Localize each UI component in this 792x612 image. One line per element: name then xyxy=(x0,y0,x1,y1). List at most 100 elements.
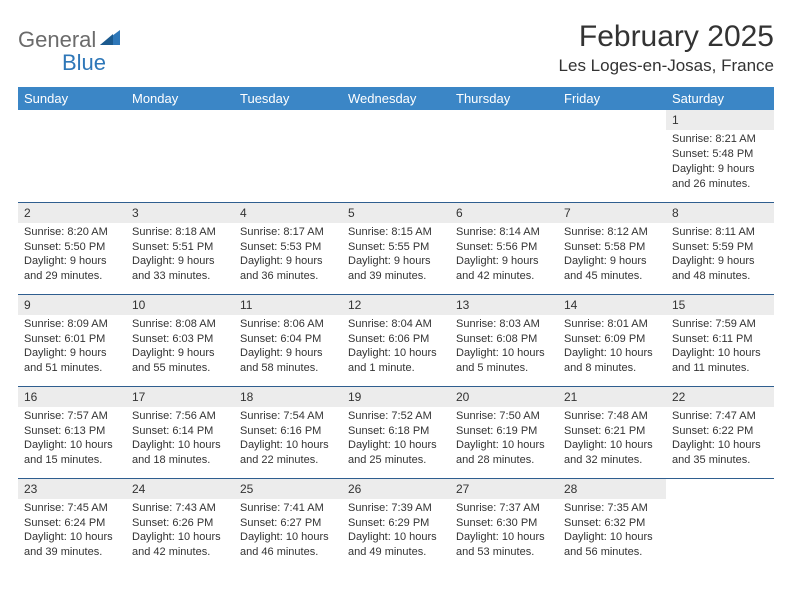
daylight-text: Daylight: 10 hours and 42 minutes. xyxy=(132,530,228,560)
day-details: Sunrise: 8:20 AMSunset: 5:50 PMDaylight:… xyxy=(18,223,126,288)
daylight-text: Daylight: 10 hours and 22 minutes. xyxy=(240,438,336,468)
day-details: Sunrise: 8:04 AMSunset: 6:06 PMDaylight:… xyxy=(342,315,450,380)
day-details: Sunrise: 7:54 AMSunset: 6:16 PMDaylight:… xyxy=(234,407,342,472)
sunset-text: Sunset: 6:27 PM xyxy=(240,516,336,531)
calendar-cell xyxy=(450,110,558,202)
day-details: Sunrise: 8:12 AMSunset: 5:58 PMDaylight:… xyxy=(558,223,666,288)
daylight-text: Daylight: 10 hours and 35 minutes. xyxy=(672,438,768,468)
calendar-cell: 1Sunrise: 8:21 AMSunset: 5:48 PMDaylight… xyxy=(666,110,774,202)
day-details: Sunrise: 7:41 AMSunset: 6:27 PMDaylight:… xyxy=(234,499,342,564)
day-details: Sunrise: 8:01 AMSunset: 6:09 PMDaylight:… xyxy=(558,315,666,380)
calendar-cell: 6Sunrise: 8:14 AMSunset: 5:56 PMDaylight… xyxy=(450,202,558,294)
day-number: 28 xyxy=(558,479,666,499)
daylight-text: Daylight: 10 hours and 11 minutes. xyxy=(672,346,768,376)
day-number: 4 xyxy=(234,203,342,223)
calendar-cell: 25Sunrise: 7:41 AMSunset: 6:27 PMDayligh… xyxy=(234,478,342,570)
calendar-cell: 13Sunrise: 8:03 AMSunset: 6:08 PMDayligh… xyxy=(450,294,558,386)
sunrise-text: Sunrise: 7:35 AM xyxy=(564,501,660,516)
day-details: Sunrise: 7:56 AMSunset: 6:14 PMDaylight:… xyxy=(126,407,234,472)
brand-part1: General xyxy=(18,29,96,51)
sunrise-text: Sunrise: 8:21 AM xyxy=(672,132,768,147)
day-details: Sunrise: 7:37 AMSunset: 6:30 PMDaylight:… xyxy=(450,499,558,564)
calendar-cell: 11Sunrise: 8:06 AMSunset: 6:04 PMDayligh… xyxy=(234,294,342,386)
calendar-week-row: 16Sunrise: 7:57 AMSunset: 6:13 PMDayligh… xyxy=(18,386,774,478)
sunset-text: Sunset: 6:22 PM xyxy=(672,424,768,439)
calendar-cell: 22Sunrise: 7:47 AMSunset: 6:22 PMDayligh… xyxy=(666,386,774,478)
daylight-text: Daylight: 10 hours and 49 minutes. xyxy=(348,530,444,560)
sunrise-text: Sunrise: 8:15 AM xyxy=(348,225,444,240)
day-details: Sunrise: 8:03 AMSunset: 6:08 PMDaylight:… xyxy=(450,315,558,380)
calendar-cell: 7Sunrise: 8:12 AMSunset: 5:58 PMDaylight… xyxy=(558,202,666,294)
calendar-cell: 9Sunrise: 8:09 AMSunset: 6:01 PMDaylight… xyxy=(18,294,126,386)
day-number: 2 xyxy=(18,203,126,223)
weekday-header-row: Sunday Monday Tuesday Wednesday Thursday… xyxy=(18,87,774,110)
day-details: Sunrise: 7:50 AMSunset: 6:19 PMDaylight:… xyxy=(450,407,558,472)
sunrise-text: Sunrise: 8:20 AM xyxy=(24,225,120,240)
day-details: Sunrise: 7:48 AMSunset: 6:21 PMDaylight:… xyxy=(558,407,666,472)
calendar-cell: 16Sunrise: 7:57 AMSunset: 6:13 PMDayligh… xyxy=(18,386,126,478)
daylight-text: Daylight: 10 hours and 32 minutes. xyxy=(564,438,660,468)
day-number: 10 xyxy=(126,295,234,315)
day-number: 24 xyxy=(126,479,234,499)
calendar-cell: 2Sunrise: 8:20 AMSunset: 5:50 PMDaylight… xyxy=(18,202,126,294)
calendar-cell: 12Sunrise: 8:04 AMSunset: 6:06 PMDayligh… xyxy=(342,294,450,386)
day-number: 18 xyxy=(234,387,342,407)
calendar-body: 1Sunrise: 8:21 AMSunset: 5:48 PMDaylight… xyxy=(18,110,774,570)
sunset-text: Sunset: 6:21 PM xyxy=(564,424,660,439)
daylight-text: Daylight: 9 hours and 58 minutes. xyxy=(240,346,336,376)
sunset-text: Sunset: 6:26 PM xyxy=(132,516,228,531)
calendar-cell: 5Sunrise: 8:15 AMSunset: 5:55 PMDaylight… xyxy=(342,202,450,294)
daylight-text: Daylight: 10 hours and 46 minutes. xyxy=(240,530,336,560)
sunrise-text: Sunrise: 7:41 AM xyxy=(240,501,336,516)
calendar-week-row: 2Sunrise: 8:20 AMSunset: 5:50 PMDaylight… xyxy=(18,202,774,294)
calendar-cell: 14Sunrise: 8:01 AMSunset: 6:09 PMDayligh… xyxy=(558,294,666,386)
sunset-text: Sunset: 5:53 PM xyxy=(240,240,336,255)
sunrise-text: Sunrise: 7:52 AM xyxy=(348,409,444,424)
weekday-header: Monday xyxy=(126,87,234,110)
sunrise-text: Sunrise: 7:47 AM xyxy=(672,409,768,424)
sunset-text: Sunset: 5:56 PM xyxy=(456,240,552,255)
sunset-text: Sunset: 5:59 PM xyxy=(672,240,768,255)
sunrise-text: Sunrise: 8:11 AM xyxy=(672,225,768,240)
sunset-text: Sunset: 6:03 PM xyxy=(132,332,228,347)
day-number: 16 xyxy=(18,387,126,407)
calendar-cell: 28Sunrise: 7:35 AMSunset: 6:32 PMDayligh… xyxy=(558,478,666,570)
daylight-text: Daylight: 9 hours and 36 minutes. xyxy=(240,254,336,284)
day-number: 15 xyxy=(666,295,774,315)
sunrise-text: Sunrise: 7:45 AM xyxy=(24,501,120,516)
day-number: 1 xyxy=(666,110,774,130)
triangle-icon xyxy=(100,28,120,51)
weekday-header: Thursday xyxy=(450,87,558,110)
sunset-text: Sunset: 6:24 PM xyxy=(24,516,120,531)
daylight-text: Daylight: 10 hours and 56 minutes. xyxy=(564,530,660,560)
calendar-week-row: 1Sunrise: 8:21 AMSunset: 5:48 PMDaylight… xyxy=(18,110,774,202)
sunrise-text: Sunrise: 7:57 AM xyxy=(24,409,120,424)
calendar-cell: 15Sunrise: 7:59 AMSunset: 6:11 PMDayligh… xyxy=(666,294,774,386)
daylight-text: Daylight: 9 hours and 55 minutes. xyxy=(132,346,228,376)
daylight-text: Daylight: 10 hours and 1 minute. xyxy=(348,346,444,376)
day-details: Sunrise: 7:39 AMSunset: 6:29 PMDaylight:… xyxy=(342,499,450,564)
sunrise-text: Sunrise: 7:54 AM xyxy=(240,409,336,424)
sunset-text: Sunset: 5:51 PM xyxy=(132,240,228,255)
calendar-cell xyxy=(666,478,774,570)
sunset-text: Sunset: 6:09 PM xyxy=(564,332,660,347)
sunrise-text: Sunrise: 8:14 AM xyxy=(456,225,552,240)
daylight-text: Daylight: 10 hours and 8 minutes. xyxy=(564,346,660,376)
day-details: Sunrise: 7:45 AMSunset: 6:24 PMDaylight:… xyxy=(18,499,126,564)
day-number: 12 xyxy=(342,295,450,315)
day-details: Sunrise: 7:52 AMSunset: 6:18 PMDaylight:… xyxy=(342,407,450,472)
daylight-text: Daylight: 10 hours and 18 minutes. xyxy=(132,438,228,468)
sunrise-text: Sunrise: 8:12 AM xyxy=(564,225,660,240)
daylight-text: Daylight: 9 hours and 29 minutes. xyxy=(24,254,120,284)
sunset-text: Sunset: 6:16 PM xyxy=(240,424,336,439)
calendar-cell xyxy=(342,110,450,202)
calendar-cell: 8Sunrise: 8:11 AMSunset: 5:59 PMDaylight… xyxy=(666,202,774,294)
calendar-cell xyxy=(558,110,666,202)
sunrise-text: Sunrise: 7:59 AM xyxy=(672,317,768,332)
day-details: Sunrise: 8:17 AMSunset: 5:53 PMDaylight:… xyxy=(234,223,342,288)
day-details: Sunrise: 8:18 AMSunset: 5:51 PMDaylight:… xyxy=(126,223,234,288)
calendar-cell: 10Sunrise: 8:08 AMSunset: 6:03 PMDayligh… xyxy=(126,294,234,386)
daylight-text: Daylight: 10 hours and 25 minutes. xyxy=(348,438,444,468)
daylight-text: Daylight: 10 hours and 39 minutes. xyxy=(24,530,120,560)
calendar-cell: 18Sunrise: 7:54 AMSunset: 6:16 PMDayligh… xyxy=(234,386,342,478)
